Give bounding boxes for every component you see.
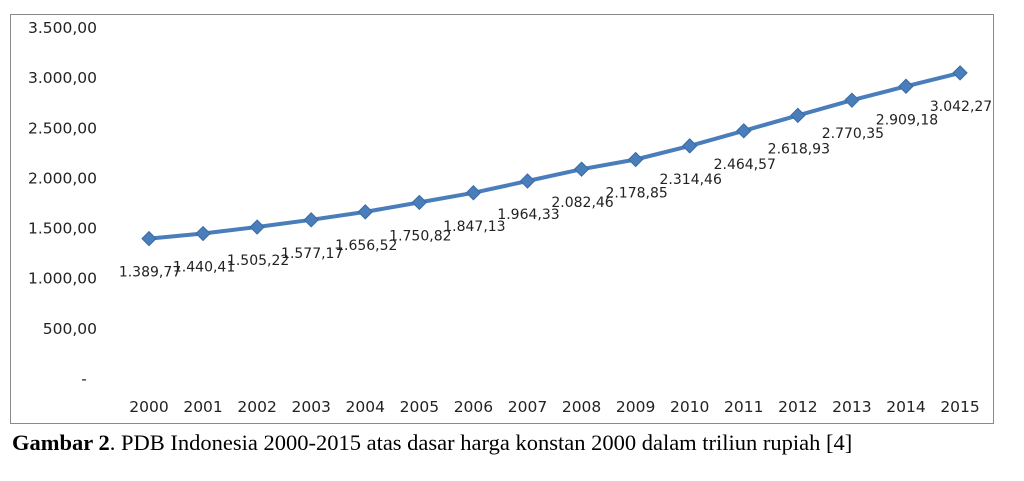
x-tick-label: 2006 (454, 398, 493, 416)
x-tick-label: 2002 (237, 398, 276, 416)
x-tick-label: 2009 (616, 398, 655, 416)
series-line (147, 70, 962, 241)
data-label: 1.656,52 (335, 238, 397, 254)
caption-label: Gambar 2 (12, 430, 110, 455)
data-point-marker (141, 230, 157, 247)
chart-frame (10, 14, 994, 424)
data-point-marker (249, 219, 265, 235)
data-point-marker (411, 194, 428, 211)
x-tick-label: 2008 (562, 398, 601, 416)
data-point-marker (952, 65, 968, 81)
x-tick-label: 2010 (670, 398, 709, 416)
data-label: 2.618,93 (768, 141, 830, 157)
data-point-marker (303, 212, 319, 228)
x-tick-label: 2013 (832, 398, 871, 416)
data-point-marker (465, 185, 482, 201)
y-tick-label: 3.500,00 (28, 19, 97, 37)
data-label: 2.909,18 (876, 112, 938, 128)
data-point-marker (573, 161, 590, 177)
y-tick-label: 1.500,00 (28, 220, 97, 238)
x-tick-label: 2001 (183, 398, 222, 416)
data-point-marker (195, 225, 211, 242)
y-tick-label: 2.000,00 (28, 169, 97, 187)
x-tick-label: 2003 (291, 398, 330, 416)
data-point-marker (790, 107, 806, 124)
data-label: 2.770,35 (822, 126, 884, 142)
x-tick-label: 2004 (346, 398, 385, 416)
data-label: 1.440,41 (173, 260, 235, 276)
x-tick-label: 2014 (886, 398, 925, 416)
data-label: 2.082,46 (551, 195, 613, 211)
data-label: 1.505,22 (227, 253, 289, 269)
data-label: 2.464,57 (714, 157, 776, 173)
x-tick-label: 2015 (940, 398, 979, 416)
data-label: 1.750,82 (389, 228, 451, 244)
x-tick-label: 2011 (724, 398, 763, 416)
line-chart: - 500,00 1.000,00 1.500,00 2.000,00 2.500,00 3… (28, 19, 992, 416)
figure-caption: Gambar 2. PDB Indonesia 2000-2015 atas d… (12, 430, 1012, 456)
data-label: 1.847,13 (443, 219, 505, 235)
data-point-marker (898, 78, 914, 94)
data-point-marker (627, 151, 644, 168)
y-tick-label: - (81, 370, 87, 388)
y-tick-label: 1.000,00 (28, 270, 97, 288)
caption-text: . PDB Indonesia 2000-2015 atas dasar har… (109, 430, 853, 455)
x-tick-label: 2007 (508, 398, 547, 416)
data-label: 1.389,77 (119, 265, 181, 281)
x-tick-label: 2005 (400, 398, 439, 416)
y-tick-label: 3.000,00 (28, 69, 97, 87)
y-tick-label: 2.500,00 (28, 119, 97, 137)
x-tick-label: 2000 (129, 398, 168, 416)
data-label: 1.964,33 (497, 207, 559, 223)
data-point-marker (844, 92, 860, 108)
y-tick-label: 500,00 (43, 320, 97, 338)
data-label: 2.178,85 (605, 185, 667, 201)
data-point-marker (736, 123, 752, 139)
x-tick-label: 2012 (778, 398, 817, 416)
data-point-marker (519, 173, 536, 189)
data-label: 2.314,46 (660, 172, 722, 188)
data-point-marker (357, 204, 373, 220)
data-point-marker (681, 138, 698, 154)
data-label: 3.042,27 (930, 99, 992, 115)
data-label: 1.577,17 (281, 246, 343, 262)
